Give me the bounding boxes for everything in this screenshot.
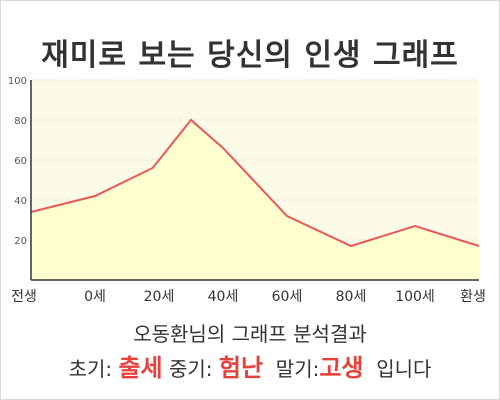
x-tick-label: 전생 <box>11 289 37 305</box>
late-label: 말기: <box>275 357 320 381</box>
middle-value: 험난 <box>218 354 264 382</box>
x-tick-label: 환생 <box>460 289 486 305</box>
y-tick-label: 100 <box>8 76 27 87</box>
y-tick-label: 60 <box>14 156 27 167</box>
y-tick-label: 80 <box>14 116 27 127</box>
late-value: 고생 <box>319 354 364 382</box>
chart-title: 재미로 보는 당신의 인생 그래프 <box>41 38 459 73</box>
early-label: 초기: <box>68 357 113 381</box>
x-tick-label: 80세 <box>336 289 367 305</box>
x-tick-label: 20세 <box>144 289 175 305</box>
x-tick-label: 60세 <box>272 289 303 305</box>
y-tick-label: 40 <box>14 196 27 207</box>
series-line <box>30 118 480 248</box>
analysis-heading: 오동환님의 그래프 분석결과 <box>133 322 367 346</box>
x-tick-label: 100세 <box>395 289 435 305</box>
y-tick-label: 20 <box>14 236 27 247</box>
ending-text: 입니다 <box>376 357 432 381</box>
area-fill <box>31 120 479 280</box>
x-tick-label: 0세 <box>84 289 106 305</box>
middle-label: 중기: <box>169 357 213 381</box>
early-value: 출세 <box>118 354 163 382</box>
x-tick-label: 40세 <box>208 289 239 305</box>
analysis-result: 초기: 출세 중기: 험난 말기:고생 입니다 <box>0 348 500 383</box>
